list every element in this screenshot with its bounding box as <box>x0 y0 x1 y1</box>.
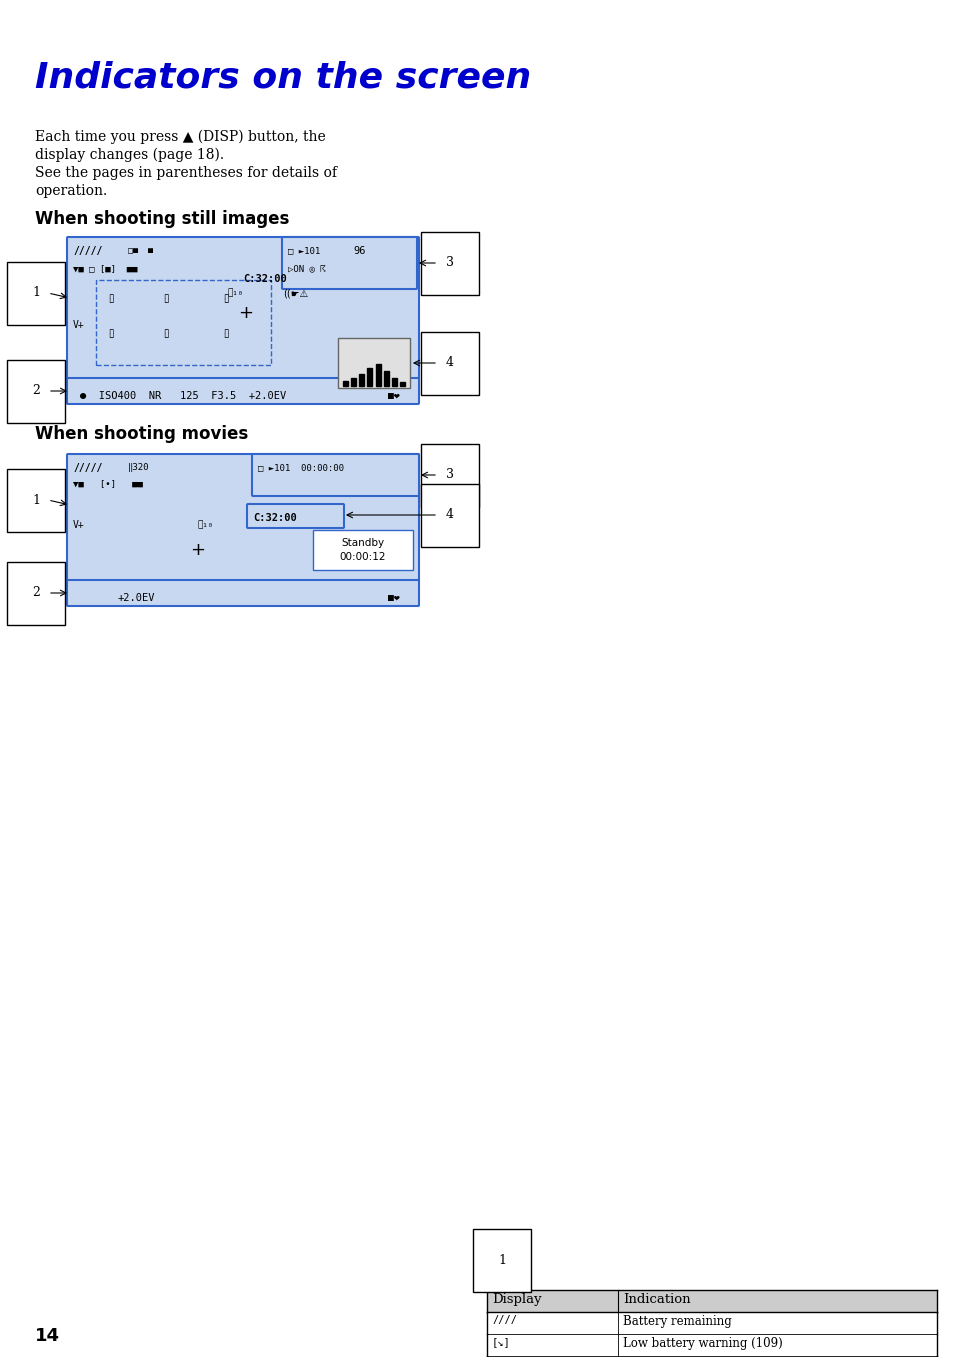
Text: □ ►101  00:00:00: □ ►101 00:00:00 <box>257 463 344 472</box>
Text: ▼■   [•]   ■■: ▼■ [•] ■■ <box>73 479 143 489</box>
Text: Low battery warning (109): Low battery warning (109) <box>622 1337 781 1350</box>
Text: /////: ///// <box>73 246 102 256</box>
Text: ■❤: ■❤ <box>388 593 399 603</box>
Text: See the pages in parentheses for details of: See the pages in parentheses for details… <box>35 166 336 180</box>
Text: ⌚₁₀: ⌚₁₀ <box>198 520 213 529</box>
Text: +2.0EV: +2.0EV <box>118 593 155 603</box>
Text: C:32:00: C:32:00 <box>253 513 296 522</box>
Text: ┌┐
└┘: ┌┐ └┘ <box>107 293 115 305</box>
FancyBboxPatch shape <box>67 237 418 380</box>
Text: Standby: Standby <box>341 537 384 548</box>
Text: ┌┐
└┘: ┌┐ └┘ <box>162 293 170 305</box>
Text: Indicators on the screen: Indicators on the screen <box>35 60 531 94</box>
Text: Indication: Indication <box>622 1293 690 1305</box>
Bar <box>486 1334 936 1356</box>
Text: display changes (page 18).: display changes (page 18). <box>35 148 224 163</box>
Text: 96: 96 <box>353 246 365 256</box>
Text: When shooting movies: When shooting movies <box>35 425 248 442</box>
Text: 14: 14 <box>35 1327 60 1345</box>
Text: When shooting still images: When shooting still images <box>35 210 289 228</box>
FancyBboxPatch shape <box>67 579 418 607</box>
Text: ■❤: ■❤ <box>388 391 399 402</box>
Bar <box>486 1291 936 1312</box>
Text: ●  ISO400  NR   125  F3.5  +2.0EV: ● ISO400 NR 125 F3.5 +2.0EV <box>80 391 286 402</box>
Text: V+: V+ <box>73 520 85 531</box>
Text: +: + <box>238 304 253 322</box>
Text: ▷ON ◎ ☈: ▷ON ◎ ☈ <box>288 265 325 273</box>
Text: 1: 1 <box>32 494 40 506</box>
Text: Battery remaining: Battery remaining <box>622 1315 731 1329</box>
FancyBboxPatch shape <box>282 237 416 289</box>
Text: □■  ■: □■ ■ <box>128 246 152 255</box>
Text: +: + <box>191 541 205 559</box>
Bar <box>313 531 413 570</box>
Text: □ ►101: □ ►101 <box>288 246 320 255</box>
Text: ‖320: ‖320 <box>128 463 150 472</box>
Text: ////: //// <box>492 1315 517 1324</box>
FancyBboxPatch shape <box>252 455 418 497</box>
Text: ┌┐
└┘: ┌┐ └┘ <box>221 328 230 341</box>
Text: ┌┐
└┘: ┌┐ └┘ <box>221 293 230 305</box>
Text: ((☛⚠: ((☛⚠ <box>283 288 308 299</box>
Text: ⌚₁₀: ⌚₁₀ <box>228 288 244 297</box>
Text: 3: 3 <box>446 256 454 270</box>
Bar <box>337 338 410 388</box>
Text: 00:00:12: 00:00:12 <box>339 552 386 562</box>
Bar <box>392 379 396 385</box>
Text: Display: Display <box>492 1293 541 1305</box>
Text: C:32:00: C:32:00 <box>243 274 287 284</box>
Text: V+: V+ <box>73 320 85 330</box>
Text: /////: ///// <box>73 463 102 474</box>
Bar <box>351 379 355 385</box>
FancyBboxPatch shape <box>67 455 418 582</box>
FancyBboxPatch shape <box>67 379 418 404</box>
FancyBboxPatch shape <box>247 503 344 528</box>
Text: 2: 2 <box>32 384 40 398</box>
Bar <box>375 364 380 385</box>
Text: operation.: operation. <box>35 185 107 198</box>
Text: 1: 1 <box>32 286 40 300</box>
Text: ┌┐
└┘: ┌┐ └┘ <box>162 328 170 341</box>
Bar <box>343 381 348 385</box>
Bar <box>399 383 405 385</box>
Bar <box>383 370 388 385</box>
Bar <box>367 368 372 385</box>
Text: 1: 1 <box>497 1254 505 1266</box>
Text: 4: 4 <box>446 509 454 521</box>
Text: ┌┐
└┘: ┌┐ └┘ <box>107 328 115 341</box>
Text: 2: 2 <box>32 586 40 600</box>
Text: Each time you press ▲ (DISP) button, the: Each time you press ▲ (DISP) button, the <box>35 130 325 144</box>
Text: ▼■ □ [■]  ■■: ▼■ □ [■] ■■ <box>73 265 137 273</box>
Text: 3: 3 <box>446 468 454 482</box>
Text: 4: 4 <box>446 357 454 369</box>
Text: [↘]: [↘] <box>492 1337 510 1348</box>
Bar <box>96 280 271 365</box>
Bar <box>486 1312 936 1334</box>
Bar <box>359 375 364 385</box>
